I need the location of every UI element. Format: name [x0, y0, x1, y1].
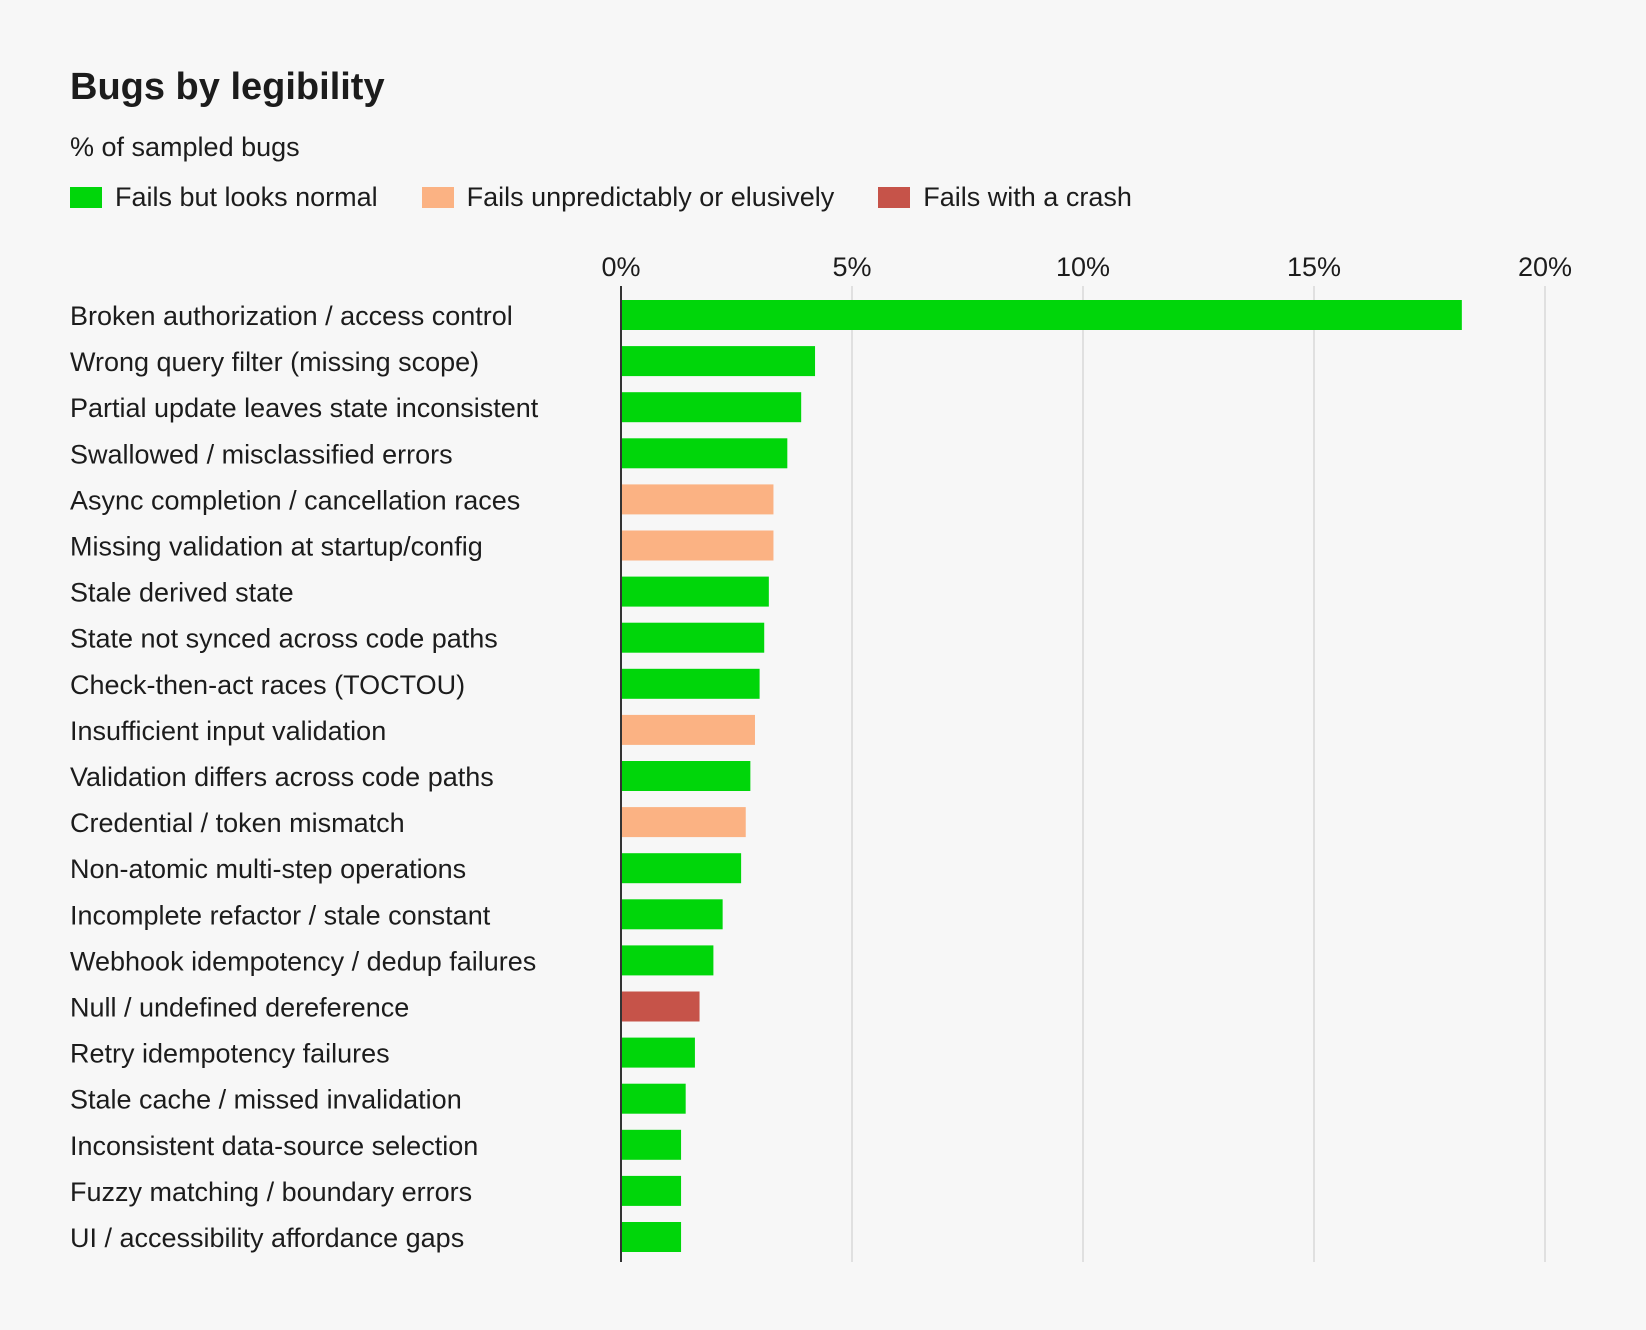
- bar: [621, 668, 760, 699]
- bar: [621, 807, 746, 838]
- legend-label-normal: Fails but looks normal: [115, 182, 378, 212]
- bar: [621, 899, 723, 930]
- bar: [621, 991, 700, 1022]
- bar: [621, 530, 774, 561]
- x-tick-label: 0%: [601, 252, 640, 282]
- bar: [621, 1037, 695, 1068]
- category-label: Credential / token mismatch: [70, 808, 405, 838]
- category-label: Insufficient input validation: [70, 716, 386, 746]
- legend: Fails but looks normal Fails unpredictab…: [70, 182, 1176, 213]
- bar: [621, 1175, 682, 1206]
- x-tick-label: 5%: [832, 252, 871, 282]
- category-label: Validation differs across code paths: [70, 762, 494, 792]
- bar: [621, 438, 788, 469]
- legend-swatch-elusive: [421, 187, 454, 208]
- x-tick-label: 15%: [1287, 252, 1341, 282]
- category-label: Missing validation at startup/config: [70, 532, 483, 562]
- bar: [621, 761, 751, 791]
- bar: [621, 300, 1462, 330]
- category-label: Broken authorization / access control: [70, 301, 513, 331]
- category-label: Partial update leaves state inconsistent: [70, 393, 539, 423]
- category-label: State not synced across code paths: [70, 624, 498, 654]
- chart-subtitle: % of sampled bugs: [70, 132, 300, 162]
- category-label: Swallowed / misclassified errors: [70, 439, 453, 469]
- legend-item-elusive: Fails unpredictably or elusively: [421, 182, 835, 213]
- category-label: Null / undefined dereference: [70, 993, 409, 1023]
- category-label: Webhook idempotency / dedup failures: [70, 946, 536, 976]
- x-tick-label: 20%: [1518, 252, 1572, 282]
- category-label: Fuzzy matching / boundary errors: [70, 1177, 472, 1207]
- category-label: Stale cache / missed invalidation: [70, 1085, 462, 1115]
- bar: [621, 484, 774, 515]
- legend-swatch-normal: [70, 187, 102, 208]
- category-label: Wrong query filter (missing scope): [70, 347, 479, 377]
- bar: [621, 1222, 682, 1252]
- category-label: UI / accessibility affordance gaps: [70, 1223, 464, 1253]
- category-label: Stale derived state: [70, 578, 294, 608]
- bar: [621, 346, 816, 377]
- bar: [621, 853, 742, 884]
- category-label: Retry idempotency failures: [70, 1039, 390, 1069]
- chart-title: Bugs by legibility: [70, 66, 385, 108]
- category-label: Non-atomic multi-step operations: [70, 854, 466, 884]
- category-label: Check-then-act races (TOCTOU): [70, 670, 465, 700]
- bar: [621, 392, 802, 423]
- legend-swatch-crash: [878, 187, 911, 208]
- category-label: Incomplete refactor / stale constant: [70, 900, 491, 930]
- bar: [621, 945, 714, 976]
- bar: [621, 622, 765, 653]
- bar: [621, 576, 769, 607]
- category-label: Async completion / cancellation races: [70, 485, 520, 515]
- legend-item-normal: Fails but looks normal: [70, 182, 378, 213]
- legend-label-crash: Fails with a crash: [923, 182, 1132, 212]
- bar: [621, 714, 755, 745]
- category-label: Inconsistent data-source selection: [70, 1131, 478, 1161]
- bar: [621, 1083, 686, 1114]
- legend-label-elusive: Fails unpredictably or elusively: [466, 182, 835, 212]
- bar: [621, 1129, 682, 1160]
- x-tick-label: 10%: [1056, 252, 1110, 282]
- legend-item-crash: Fails with a crash: [878, 182, 1132, 213]
